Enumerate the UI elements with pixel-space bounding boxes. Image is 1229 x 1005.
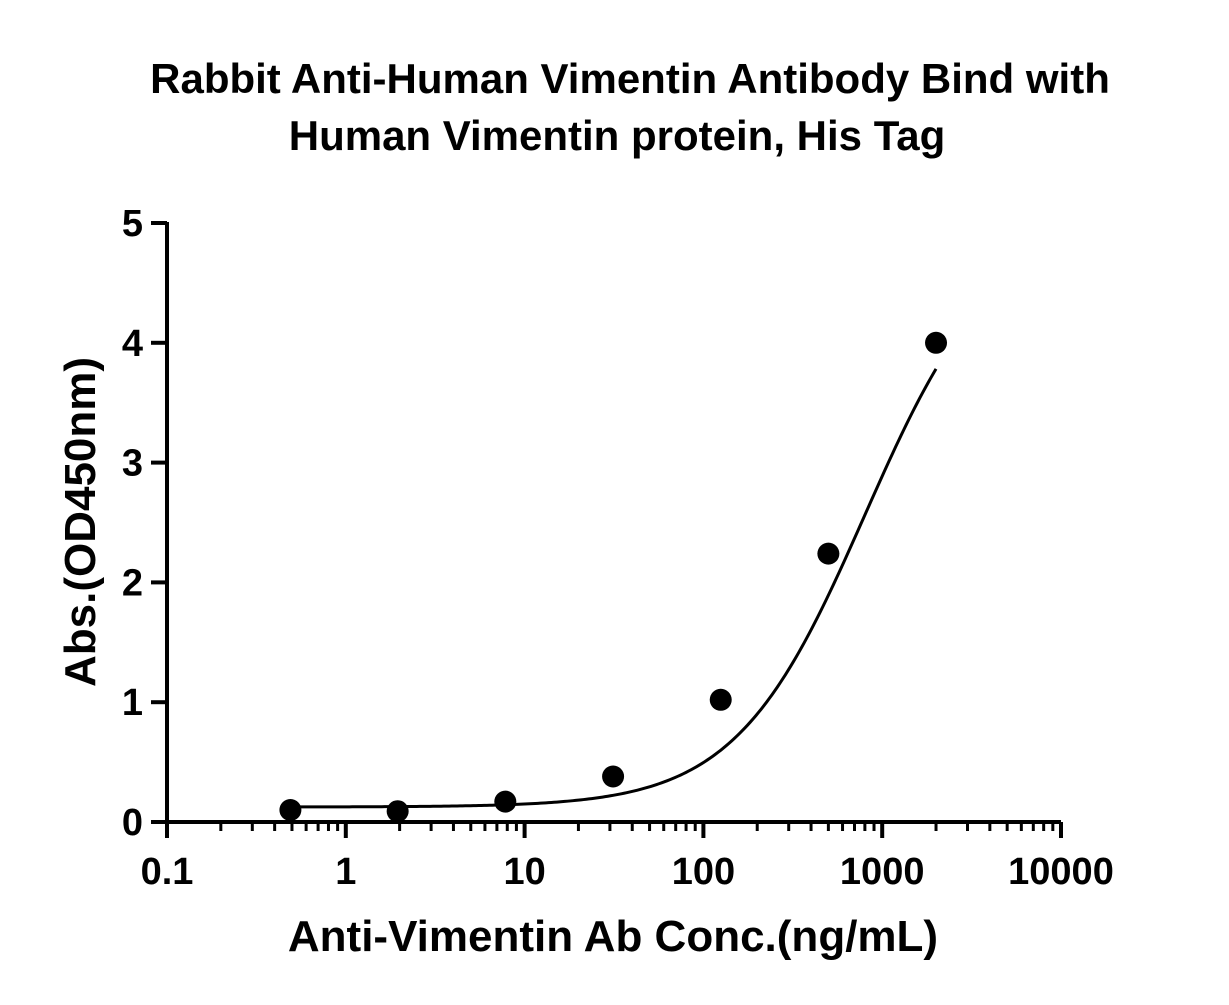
x-tick-label: 0.1 (141, 851, 194, 893)
y-tick-label: 3 (122, 443, 143, 485)
chart-title-line-1: Rabbit Anti-Human Vimentin Antibody Bind… (150, 55, 1110, 102)
data-point (279, 799, 302, 822)
x-axis-title: Anti-Vimentin Ab Conc.(ng/mL) (288, 912, 938, 961)
y-tick-label: 4 (122, 323, 143, 365)
data-point (494, 790, 517, 813)
x-tick-label: 1 (335, 851, 356, 893)
y-axis-title: Abs.(OD450nm) (56, 357, 105, 687)
data-point (602, 765, 625, 788)
y-tick-label: 5 (122, 203, 143, 245)
axes: 0 1 2 3 4 5 0.1 1 10 100 1000 10000 (122, 203, 1114, 893)
x-tick-label: 10000 (1008, 851, 1114, 893)
data-point (386, 800, 409, 823)
x-tick-label: 1000 (840, 851, 925, 893)
x-tick-label: 10 (503, 851, 545, 893)
y-tick-label: 1 (122, 682, 143, 724)
fit-curve-group (290, 368, 938, 809)
data-point (925, 331, 948, 354)
x-tick-label: 100 (672, 851, 735, 893)
y-tick-label: 2 (122, 562, 143, 604)
fit-curve (290, 368, 938, 809)
data-points (279, 331, 948, 823)
data-point (709, 688, 732, 711)
data-point (817, 542, 840, 565)
y-tick-label: 0 (122, 802, 143, 844)
chart-title-line-2: Human Vimentin protein, His Tag (289, 112, 946, 159)
